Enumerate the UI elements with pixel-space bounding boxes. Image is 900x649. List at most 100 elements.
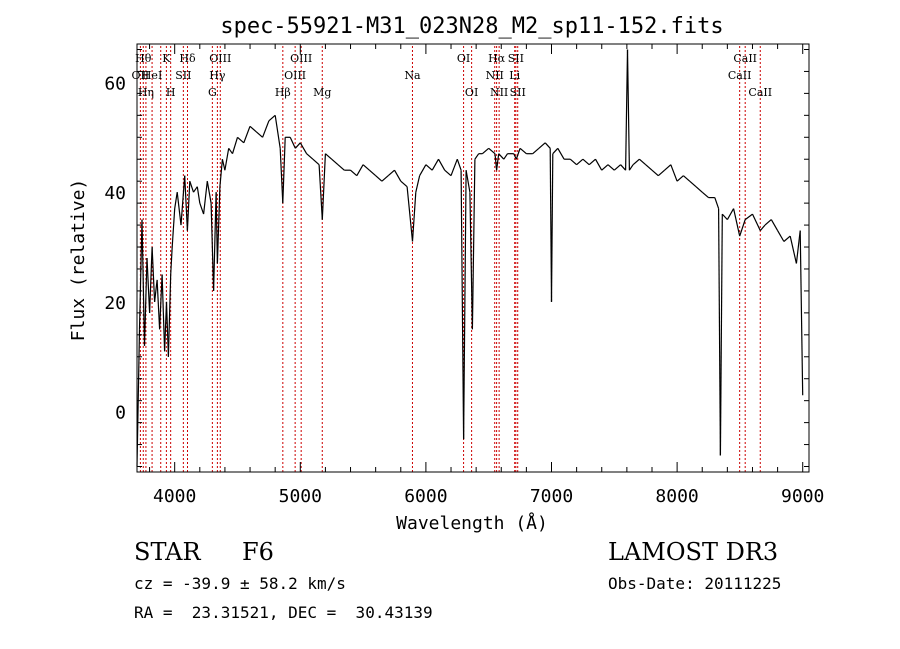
spectrum-segment: [607, 164, 615, 171]
x-tick-label: 6000: [404, 486, 447, 507]
spectrum-segment: [159, 274, 163, 330]
spectrum-segment: [733, 208, 741, 237]
spectrum-segment: [400, 180, 408, 188]
spectrum-segment: [515, 148, 521, 160]
line-label: NII: [490, 86, 508, 99]
spectrum-segment: [228, 147, 233, 155]
y-tick-label: 0: [115, 403, 126, 424]
x-tick-label: 7000: [530, 486, 573, 507]
spectrum-segment: [362, 164, 370, 171]
spectrum-segment: [224, 148, 230, 171]
x-tick-label: 5000: [279, 486, 322, 507]
spectrum-segment: [206, 181, 212, 204]
spectrum-segment: [216, 186, 221, 264]
spectrum-segment: [381, 175, 389, 182]
spectrum-segment: [670, 164, 678, 182]
spectrum-segment: [167, 274, 172, 357]
spectrum-segment: [601, 164, 609, 171]
spectrum-segment: [557, 147, 565, 160]
spectrum-segment: [268, 114, 276, 122]
spectrum-segment: [569, 158, 577, 166]
spectrum-segment: [193, 186, 198, 193]
x-axis-label: Wavelength (Å): [396, 512, 548, 534]
spectrum-segment: [469, 192, 473, 330]
emission-line-markers: [139, 46, 761, 472]
spectrum-segment: [513, 153, 517, 160]
spectrum-segment: [538, 142, 546, 149]
spectrum-segment: [626, 49, 630, 171]
spectrum-segment: [141, 219, 146, 346]
spectrum-segment: [431, 158, 440, 171]
spectrum-segment: [174, 192, 178, 209]
spectrum-segment: [721, 213, 728, 221]
object-class: STAR: [134, 538, 201, 566]
spectrum-segment: [739, 219, 746, 237]
spectrum-segment: [411, 192, 417, 242]
spectrum-segment: [550, 153, 554, 302]
line-label: HeI: [142, 69, 162, 82]
spectrum-segment: [243, 126, 251, 144]
y-tick-label: 60: [104, 73, 126, 94]
spectrum-segment: [143, 257, 148, 346]
line-label: Hβ: [275, 86, 291, 99]
spectrum-segment: [503, 153, 508, 160]
spectrum-segment: [149, 246, 153, 313]
spectrum-segment: [279, 148, 284, 204]
spectrum-segment: [783, 235, 791, 242]
line-label: SII: [175, 69, 191, 82]
spectrum-segment: [274, 115, 281, 149]
spectrum-segment: [689, 180, 697, 188]
spectrum-segment: [196, 186, 201, 204]
line-label: SII: [510, 86, 526, 99]
spectrum-segment: [387, 169, 395, 177]
spectrum-segment: [744, 213, 753, 221]
spectrum-segment: [494, 153, 498, 171]
spectrum-segment: [210, 203, 215, 291]
spectrum-segment: [532, 147, 540, 155]
y-axis-label: Flux (relative): [68, 179, 89, 342]
spectrum-segment: [620, 164, 627, 171]
spectrum-segment: [714, 197, 720, 209]
spectrum-segment: [180, 175, 186, 226]
spectrum-segment: [628, 164, 634, 171]
spectrum-segment: [221, 159, 226, 171]
line-label: OIII: [290, 52, 312, 65]
spectrum-segment: [552, 147, 559, 155]
spectrum-segment: [474, 153, 480, 160]
spectrum-segment: [437, 158, 446, 171]
spectrum-segment: [460, 170, 465, 440]
spectrum-segment: [282, 137, 286, 204]
spectrum-segment: [312, 158, 320, 166]
spectrum-segment: [613, 164, 621, 171]
spectrum-segment: [777, 230, 785, 242]
spectrum-segment: [576, 158, 584, 166]
spectrum-segment: [651, 169, 659, 177]
spectrum-segment: [683, 175, 691, 182]
axes-box: [136, 43, 810, 473]
x-tick-label: 9000: [781, 486, 824, 507]
spectrum-segment: [463, 170, 467, 440]
y-axis-ticks: 0 20 40 60: [104, 48, 809, 468]
spectrum-segment: [498, 153, 505, 160]
spectrum-segment: [726, 208, 735, 220]
spectrum-segment: [415, 175, 421, 193]
plot-frame: [136, 43, 810, 473]
spectrum-segment: [369, 169, 377, 177]
redshift-cz: cz = -39.9 ± 58.2 km/s: [134, 574, 346, 593]
y-tick-label: 20: [104, 293, 126, 314]
spectrum-segment: [184, 175, 188, 231]
line-label: OIII: [209, 52, 231, 65]
spectrum-segment: [203, 181, 208, 215]
spectrum-segment: [215, 192, 218, 264]
spectrum-segment: [639, 158, 647, 166]
spectrum-segment: [393, 169, 402, 182]
spectrum-segment: [488, 147, 496, 155]
line-label: Hα: [488, 52, 506, 65]
spectrum-segment: [375, 175, 383, 182]
spectrum-segment: [337, 164, 345, 171]
spectrum-segment: [321, 153, 326, 220]
spectrum-segment: [751, 213, 761, 231]
spectrum-segment: [544, 142, 551, 149]
